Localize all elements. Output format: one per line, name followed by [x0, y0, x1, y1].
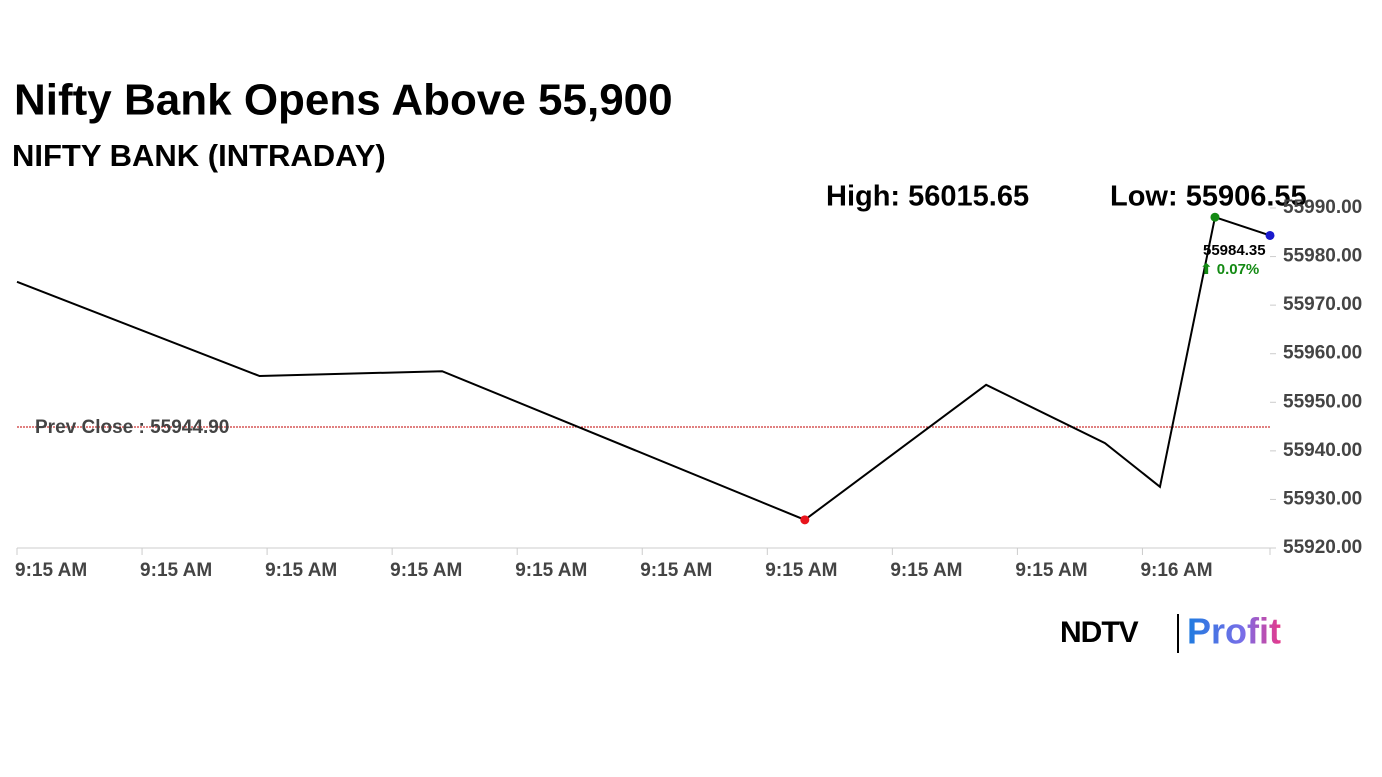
y-tick-label: 55940.00	[1283, 440, 1362, 461]
x-tick-label: 9:15 AM	[515, 560, 587, 581]
brand-profit: Profit	[1187, 611, 1281, 652]
x-tick-label: 9:15 AM	[390, 560, 462, 581]
x-tick-label: 9:15 AM	[640, 560, 712, 581]
x-tick-label: 9:15 AM	[265, 560, 337, 581]
y-tick-label: 55990.00	[1283, 197, 1362, 218]
x-tick-label: 9:15 AM	[765, 560, 837, 581]
low-label: Low: 55906.55	[1110, 181, 1307, 213]
brand-ndtv: NDTV	[1060, 616, 1139, 649]
y-tick-label: 55930.00	[1283, 488, 1362, 509]
last-value-label: 55984.35	[1203, 242, 1266, 259]
x-tick-label: 9:15 AM	[890, 560, 962, 581]
x-tick-label: 9:15 AM	[1015, 560, 1087, 581]
low-marker	[800, 515, 810, 525]
x-tick-label: 9:16 AM	[1140, 560, 1212, 581]
last-marker	[1265, 230, 1275, 240]
x-tick-label: 9:15 AM	[140, 560, 212, 581]
high-marker	[1210, 212, 1220, 222]
y-tick-label: 55980.00	[1283, 246, 1362, 267]
y-tick-label: 55920.00	[1283, 537, 1362, 558]
x-tick-label: 9:15 AM	[15, 560, 87, 581]
chart-title: Nifty Bank Opens Above 55,900	[14, 76, 673, 125]
chart-subtitle: NIFTY BANK (INTRADAY)	[12, 138, 386, 173]
y-tick-label: 55970.00	[1283, 294, 1362, 315]
high-label: High: 56015.65	[826, 181, 1029, 213]
prev-close-label: Prev Close : 55944.90	[35, 417, 229, 438]
change-label: ⬆ 0.07%	[1200, 261, 1259, 278]
y-tick-label: 55960.00	[1283, 343, 1362, 364]
y-tick-label: 55950.00	[1283, 391, 1362, 412]
price-line	[16, 215, 1271, 521]
